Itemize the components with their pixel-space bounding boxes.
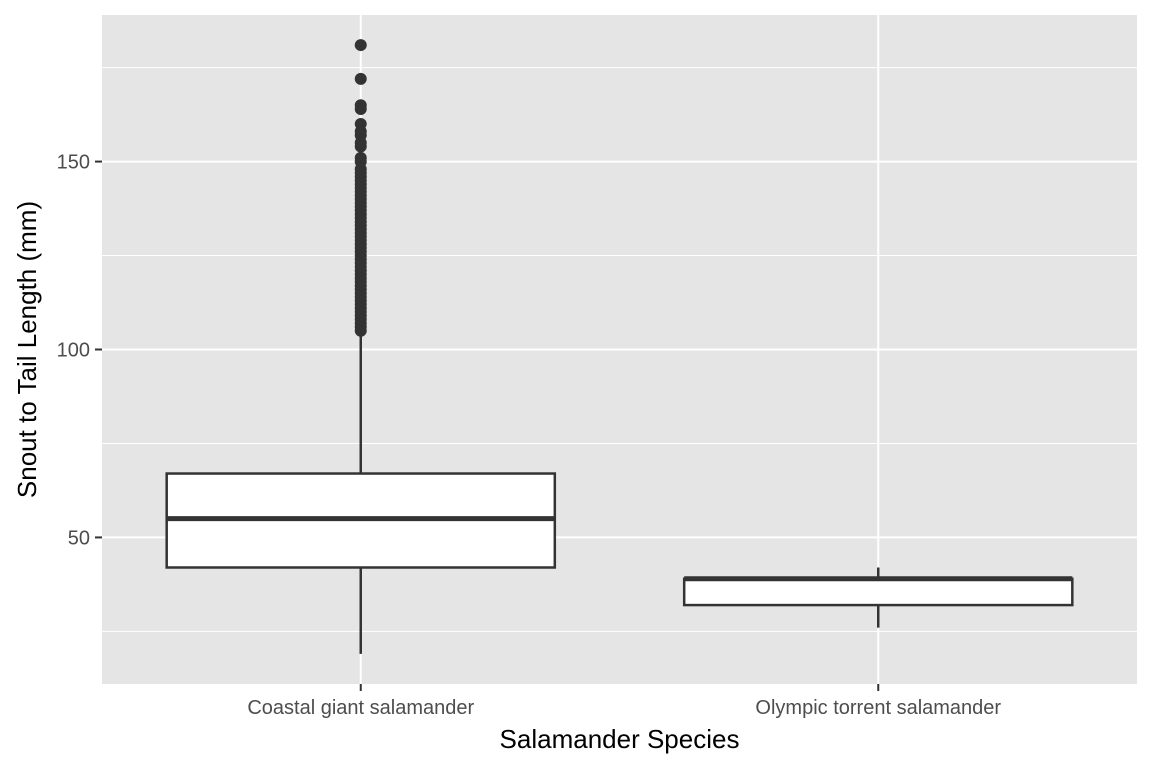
outlier-point bbox=[354, 39, 367, 52]
box-group bbox=[165, 39, 557, 654]
grid-minor bbox=[102, 67, 1137, 632]
box-group bbox=[682, 567, 1074, 628]
outlier-point bbox=[354, 151, 367, 164]
y-axis-title: Snout to Tail Length (mm) bbox=[12, 201, 42, 498]
box-layer bbox=[165, 39, 1074, 654]
y-tick-label: 150 bbox=[57, 152, 90, 174]
x-tick-label: Olympic torrent salamander bbox=[755, 697, 1001, 719]
box-iqr bbox=[682, 577, 1074, 607]
x-axis-title: Salamander Species bbox=[500, 724, 740, 754]
x-tick-label: Coastal giant salamander bbox=[247, 697, 474, 719]
y-tick-label: 50 bbox=[68, 527, 90, 549]
outlier-point bbox=[354, 99, 367, 112]
y-tick-label: 100 bbox=[57, 340, 90, 362]
outlier-point bbox=[354, 117, 367, 130]
outlier-point bbox=[354, 72, 367, 85]
x-axis: Coastal giant salamander Olympic torrent … bbox=[247, 684, 1001, 719]
y-axis: 50 100 150 bbox=[57, 152, 102, 549]
